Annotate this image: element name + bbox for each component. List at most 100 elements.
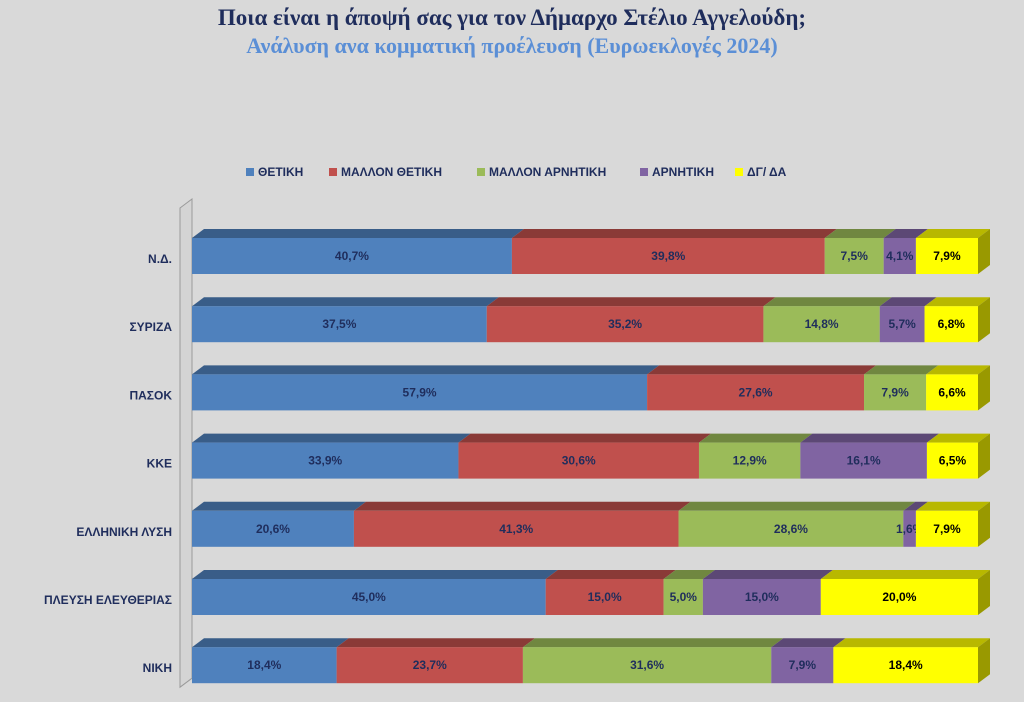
data-label: 18,4%: [247, 658, 281, 672]
bar-segment: [336, 647, 523, 684]
data-label: 6,5%: [939, 454, 967, 468]
legend-label: ΜΑΛΛΟΝ ΘΕΤΙΚΗ: [341, 165, 442, 179]
bar-segment-top: [192, 297, 499, 307]
bar-segment-side: [978, 638, 990, 684]
bar-segment: [883, 238, 916, 274]
data-label: 20,6%: [256, 522, 290, 536]
data-label: 7,9%: [881, 385, 909, 399]
bar-segment-top: [883, 229, 928, 238]
data-label: 20,0%: [882, 590, 916, 604]
legend-item: ΜΑΛΛΟΝ ΑΡΝΗΤΙΚΗ: [477, 165, 606, 179]
data-label: 45,0%: [352, 590, 386, 604]
bar-segment-top: [864, 365, 939, 375]
chart-row: ΚΚΕ 33,9% 30,6% 12,9% 16,1% 6,5%: [147, 433, 990, 479]
legend-swatch: [246, 168, 254, 176]
bar-segment-side: [978, 297, 990, 343]
bar-segment-top: [698, 433, 813, 443]
data-label: 7,5%: [841, 249, 869, 263]
bar-segment-top: [915, 229, 990, 238]
bar-segment-top: [702, 570, 833, 579]
data-label: 7,9%: [933, 522, 961, 536]
bar-segment-top: [353, 501, 691, 511]
bar-segment: [192, 306, 487, 343]
legend-label: ΘΕΤΙΚΗ: [258, 165, 303, 179]
bar-segment: [926, 442, 978, 479]
chart-axis-wall: [179, 198, 193, 689]
bar-segment-top: [192, 229, 524, 238]
bar-segment: [915, 238, 978, 274]
data-label: 12,9%: [733, 454, 767, 468]
category-label: ΚΚΕ: [147, 457, 172, 471]
bar-segment-side: [978, 229, 990, 274]
bar-segment: [915, 510, 978, 547]
bar-segment: [820, 579, 978, 615]
bar-segment-top: [336, 638, 535, 648]
data-label: 41,3%: [499, 522, 533, 536]
category-label: Ν.Δ.: [148, 252, 172, 266]
bar-segment-side: [978, 501, 990, 547]
category-label: ΣΥΡΙΖΑ: [129, 320, 172, 334]
bar-segment: [924, 306, 978, 343]
chart-subtitle: Ανάλυση ανα κομματική προέλευση (Ευρωεκλ…: [246, 33, 778, 58]
bar-segment-top: [833, 638, 990, 648]
bar-segment-top: [192, 365, 660, 375]
chart-row: ΕΛΛΗΝΙΚΗ ΛΥΣΗ 20,6% 41,3% 28,6% 1,6% 7,9%: [76, 501, 990, 547]
data-label: 14,8%: [805, 317, 839, 331]
data-label: 16,1%: [847, 454, 881, 468]
data-label: 6,6%: [938, 385, 966, 399]
bar-segment-top: [926, 365, 990, 375]
bar-segment-top: [458, 433, 711, 443]
data-label: 6,8%: [938, 317, 966, 331]
bar-segment: [522, 647, 772, 684]
legend-swatch: [735, 168, 743, 176]
bar-segment: [486, 306, 764, 343]
data-label: 27,6%: [739, 385, 773, 399]
data-label: 37,5%: [322, 317, 356, 331]
data-label: 15,0%: [588, 590, 622, 604]
data-label: 23,7%: [413, 658, 447, 672]
bar-segment-top: [192, 638, 349, 648]
data-label: 35,2%: [608, 317, 642, 331]
bar-segment-top: [879, 297, 937, 307]
data-label: 31,6%: [630, 658, 664, 672]
bar-segment-top: [800, 433, 939, 443]
data-label: 30,6%: [562, 454, 596, 468]
category-label: ΠΑΣΟΚ: [129, 388, 172, 402]
bar-segment-top: [924, 297, 990, 307]
data-label: 15,0%: [745, 590, 779, 604]
bar-segment-top: [926, 433, 990, 443]
bar-segment: [192, 442, 459, 479]
data-label: 4,1%: [886, 249, 914, 263]
bar-segment-top: [915, 501, 990, 511]
bar-segment-top: [771, 638, 846, 648]
bar-segment: [192, 238, 512, 274]
data-label: 18,4%: [889, 658, 923, 672]
bar-segment-top: [663, 570, 715, 579]
bar-segment: [545, 579, 664, 615]
data-label: 5,7%: [888, 317, 916, 331]
bar-segment: [771, 647, 834, 684]
bar-segment-top: [522, 638, 784, 648]
category-label: ΠΛΕΥΣΗ ΕΛΕΥΘΕΡΙΑΣ: [44, 593, 172, 607]
category-label: ΝΙΚΗ: [143, 661, 172, 675]
chart-row: ΠΛΕΥΣΗ ΕΛΕΥΘΕΡΙΑΣ 45,0% 15,0% 5,0% 15,0% 20,0…: [44, 570, 990, 615]
bar-segment: [903, 510, 916, 547]
legend-item: ΑΡΝΗΤΙΚΗ: [640, 165, 714, 179]
chart-row: ΝΙΚΗ 18,4% 23,7% 31,6% 7,9% 18,4%: [143, 638, 990, 684]
bar-segment-top: [192, 433, 471, 443]
legend-swatch: [329, 168, 337, 176]
legend-item: ΜΑΛΛΟΝ ΘΕΤΙΚΗ: [329, 165, 442, 179]
legend-item: ΔΓ/ ΔΑ: [735, 165, 787, 179]
bar-segment: [663, 579, 703, 615]
data-label: 40,7%: [335, 249, 369, 263]
legend-label: ΑΡΝΗΤΙΚΗ: [652, 165, 714, 179]
legend-label: ΜΑΛΛΟΝ ΑΡΝΗΤΙΚΗ: [489, 165, 606, 179]
title-block: Ποια είναι η άποψή σας για τον Δήμαρχο Σ…: [0, 4, 1024, 60]
bar-segment: [458, 442, 699, 479]
bar-segment: [192, 579, 546, 615]
data-label: 33,9%: [308, 454, 342, 468]
data-label: 7,9%: [789, 658, 817, 672]
bar-segment: [192, 374, 648, 411]
legend-item: ΘΕΤΙΚΗ: [246, 165, 303, 179]
